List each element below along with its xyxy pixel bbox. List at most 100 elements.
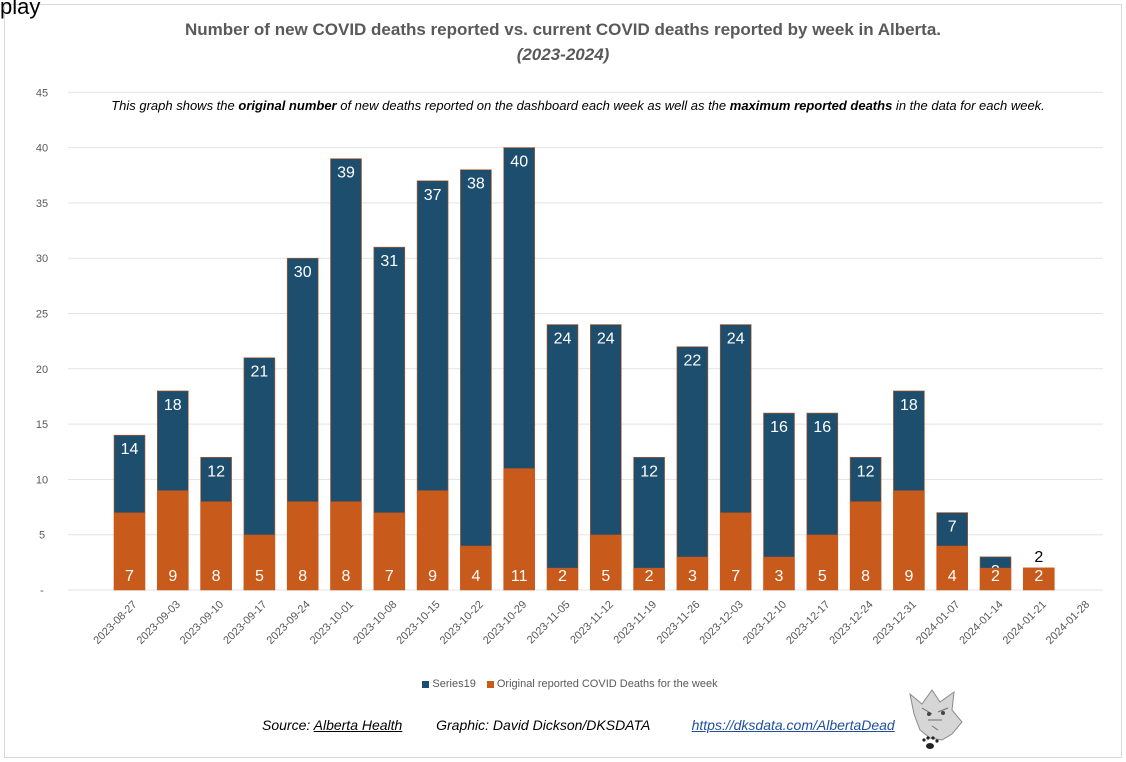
data-label-original: 5 — [818, 568, 827, 585]
x-tick-label: 2023-10-29 — [481, 599, 529, 647]
x-tick-label: 2023-12-31 — [871, 599, 919, 647]
data-label-series19: 18 — [164, 397, 182, 414]
footer: Source: Alberta Health Graphic: David Di… — [262, 717, 895, 733]
y-tick-label: 20 — [36, 364, 48, 376]
bar-original — [157, 490, 189, 590]
data-label-original: 2 — [645, 568, 654, 585]
x-tick-label: 2023-12-03 — [698, 599, 746, 647]
bar-original — [720, 512, 752, 590]
y-tick-label: - — [40, 585, 44, 597]
x-tick-label: 2024-01-14 — [957, 599, 1005, 647]
bar-original — [676, 556, 708, 590]
data-label-original: 2 — [558, 568, 567, 585]
bar-original — [547, 567, 578, 590]
data-label-series19: 7 — [948, 519, 957, 536]
data-label-series19: 16 — [770, 419, 788, 436]
data-label-original: 7 — [385, 568, 394, 585]
bar-original — [1023, 567, 1055, 590]
bar-original — [287, 501, 319, 590]
bar-original — [114, 512, 145, 590]
bar-original — [633, 567, 665, 590]
graphic-credit: Graphic: David Dickson/DKSDATA — [436, 717, 650, 733]
bar-original — [806, 534, 838, 590]
x-tick-label: 2023-09-24 — [265, 599, 313, 647]
data-label-original: 7 — [731, 568, 740, 585]
bar-series19 — [546, 324, 579, 591]
x-tick-label: 2023-11-05 — [525, 599, 573, 647]
data-label-series19: 37 — [424, 187, 442, 204]
bar-original — [417, 490, 449, 590]
x-tick-label: 2023-12-10 — [741, 599, 789, 647]
bar-original — [503, 468, 535, 590]
legend-item-series19: Series19 — [422, 678, 476, 690]
data-label-series19: 39 — [337, 165, 355, 182]
source-prefix: Source: — [262, 717, 314, 733]
y-tick-label: 5 — [39, 530, 45, 542]
x-tick-label: 2023-10-15 — [394, 599, 442, 647]
chart-subtitle: (2023-2024) — [516, 45, 610, 64]
bar-original — [330, 501, 362, 590]
note-bold-1: original number — [238, 98, 337, 113]
data-label-original: 4 — [948, 568, 957, 585]
data-label-original: 9 — [904, 568, 913, 585]
data-label-series19: 14 — [121, 441, 139, 458]
x-tick-label: 2023-12-24 — [827, 599, 875, 647]
top-cropped-text: play — [0, 0, 41, 19]
source-link[interactable]: Alberta Health — [313, 717, 403, 733]
x-tick-label: 2024-01-21 — [1001, 599, 1049, 647]
website-link[interactable]: https://dksdata.com/AlbertaDead — [691, 717, 895, 733]
x-tick-label: 2023-10-08 — [351, 599, 399, 647]
legend-item-original: Original reported COVID Deaths for the w… — [486, 678, 718, 690]
bar-original — [243, 534, 275, 590]
data-label-original: 8 — [861, 568, 870, 585]
data-label-original: 5 — [601, 568, 610, 585]
x-tick-label: 2023-11-26 — [655, 599, 703, 647]
data-label-original: 3 — [775, 568, 784, 585]
bar-series19 — [460, 169, 492, 591]
x-tick-label: 2023-09-03 — [135, 599, 183, 647]
data-label-series19: 24 — [554, 331, 572, 348]
data-label-original: 11 — [511, 568, 528, 585]
x-tick-label: 2023-12-17 — [784, 599, 832, 647]
bar-original — [373, 512, 405, 590]
data-label-series19: 38 — [467, 176, 485, 193]
x-tick-label: 2023-11-12 — [568, 599, 616, 647]
bar-original — [936, 545, 968, 590]
bar-original — [893, 490, 925, 590]
y-tick-label: 45 — [36, 87, 48, 99]
legend-label-original: Original reported COVID Deaths for the w… — [496, 678, 718, 690]
data-label-series19: 12 — [857, 463, 875, 480]
x-tick-label: 2024-01-07 — [914, 599, 962, 647]
x-tick-label: 2023-09-10 — [178, 599, 226, 647]
data-label-series19: 24 — [597, 331, 615, 348]
note-text-3: in the data for each week. — [892, 98, 1045, 113]
x-tick-label: 2023-11-19 — [612, 599, 660, 647]
data-label-series19: 12 — [207, 463, 225, 480]
data-label-series19: 31 — [380, 253, 398, 270]
chart-title: Number of new COVID deaths reported vs. … — [184, 20, 942, 39]
x-tick-label: 2024-01-28 — [1044, 599, 1092, 647]
legend: Series19 Original reported COVID Deaths … — [0, 678, 1126, 690]
y-tick-label: 30 — [36, 253, 48, 265]
data-label-series19: 30 — [294, 264, 312, 281]
note-text-1: This graph shows the — [111, 98, 239, 113]
chart-note: This graph shows the original number of … — [0, 98, 1126, 113]
note-text-2: of new deaths reported on the dashboard … — [336, 98, 730, 113]
data-label-original: 9 — [428, 568, 437, 585]
y-tick-label: 35 — [36, 198, 48, 210]
legend-label-series19: Series19 — [432, 678, 476, 690]
bar-original — [460, 545, 492, 590]
data-label-original: 5 — [255, 568, 264, 585]
data-label-series19: 40 — [510, 154, 528, 171]
note-bold-2: maximum reported deaths — [729, 98, 893, 113]
data-label-original: 4 — [471, 568, 480, 585]
data-label-original: 2 — [991, 568, 1000, 585]
x-tick-label: 2023-10-01 — [308, 599, 356, 647]
x-tick-label: 2023-09-17 — [221, 599, 269, 647]
data-label-series19: 2 — [1034, 549, 1043, 566]
y-tick-label: 10 — [36, 474, 48, 486]
data-label-original: 9 — [168, 568, 177, 585]
data-label-series19: 16 — [813, 419, 831, 436]
bar-original — [763, 556, 795, 590]
